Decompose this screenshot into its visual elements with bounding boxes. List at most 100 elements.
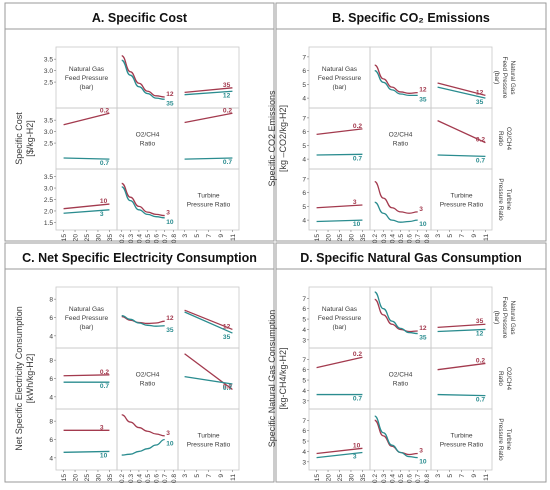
series-line	[437, 154, 486, 158]
series-line	[63, 209, 110, 214]
y-tick-label: 7	[302, 296, 306, 303]
series-line	[184, 309, 233, 331]
factor-label-line: O2/CH4	[136, 131, 160, 138]
y-tick-label: 2.5	[44, 197, 53, 204]
series-line	[437, 362, 486, 371]
x-tick-label: 0.6	[407, 474, 414, 483]
series-label: 10	[353, 221, 361, 228]
right-factor-label-line: Feed Pressure	[501, 297, 508, 339]
factor-label-line: (bar)	[80, 324, 94, 331]
series-label: 3	[419, 448, 423, 455]
right-factor-label: O2/CH4Ratio	[497, 367, 512, 391]
panel-title: C. Net Specific Electricity Consumption	[22, 251, 257, 265]
y-axis-label: Net Specific Electricity Consumption[kWh…	[14, 306, 35, 451]
x-tick-label: 9	[218, 474, 225, 478]
right-factor-label-line: O2/CH4	[505, 367, 512, 391]
series-line	[374, 69, 418, 97]
factor-label-line: Natural Gas	[69, 66, 105, 73]
series-line	[121, 438, 165, 456]
y-tick-label: 6	[49, 315, 53, 322]
x-tick-label: 7	[459, 474, 466, 478]
x-tick-label: 20	[326, 474, 333, 482]
x-tick-label: 9	[471, 234, 478, 238]
x-tick-label: 0.4	[389, 234, 396, 243]
series-label: 10	[166, 441, 174, 448]
factor-label-line: Natural Gas	[322, 66, 358, 73]
y-tick-label: 8	[49, 358, 53, 365]
series-label: 35	[476, 99, 484, 106]
x-tick-label: 30	[95, 234, 102, 242]
x-tick-label: 3	[182, 234, 189, 238]
series-line	[184, 311, 233, 334]
x-tick-label: 0.2	[119, 234, 126, 243]
factor-label-line: (bar)	[333, 84, 347, 91]
y-tick-label: 7	[302, 418, 306, 425]
series-label: 0.2	[223, 384, 232, 391]
y-tick-label: 6	[302, 367, 306, 374]
factor-label-line: Pressure Ratio	[440, 441, 484, 448]
series-line	[121, 315, 165, 325]
panel-title: B. Specific CO₂ Emissions	[332, 11, 490, 25]
series-label: 0.2	[353, 351, 362, 358]
factor-label-line: Pressure Ratio	[187, 441, 231, 448]
y-tick-label: 3.5	[44, 118, 53, 125]
y-tick-label: 4	[49, 455, 53, 462]
right-factor-label: Natural GasFeed Pressure(bar)	[493, 297, 516, 339]
panel-title: D. Specific Natural Gas Consumption	[300, 251, 522, 265]
x-tick-label: 7	[459, 234, 466, 238]
y-tick-label: 6	[49, 376, 53, 383]
series-line	[374, 291, 418, 335]
series-label: 35	[223, 82, 231, 89]
series-line	[316, 204, 363, 209]
series-line	[316, 356, 363, 369]
y-tick-label: 2.0	[44, 208, 53, 215]
x-tick-label: 15	[314, 474, 321, 482]
y-axis-label-line: Specific CO2 Emissions	[267, 90, 277, 187]
x-tick-label: 35	[107, 474, 114, 482]
panel-frame	[275, 242, 547, 483]
series-line	[437, 82, 486, 97]
factor-label-line: Natural Gas	[322, 306, 358, 313]
series-label: 10	[353, 442, 361, 449]
x-tick-label: 0.6	[154, 234, 161, 243]
series-label: 0.2	[100, 107, 109, 114]
y-tick-label: 5	[302, 204, 306, 211]
right-factor-label-line: (bar)	[493, 311, 500, 325]
right-factor-label-line: Natural Gas	[509, 300, 516, 334]
panel-frame	[275, 2, 547, 242]
y-tick-label: 3.0	[44, 129, 53, 136]
y-tick-label: 4	[302, 157, 306, 164]
x-tick-label: 5	[194, 234, 201, 238]
y-tick-label: 1.5	[44, 220, 53, 227]
factor-label-line: Feed Pressure	[65, 75, 109, 82]
series-label: 0.2	[476, 357, 485, 364]
x-tick-label: 0.8	[424, 234, 431, 243]
factor-label-line: Ratio	[393, 380, 409, 387]
series-label: 0.7	[353, 396, 362, 403]
x-tick-label: 0.3	[381, 474, 388, 483]
factor-label-line: Turbine	[197, 192, 219, 199]
series-line	[121, 182, 165, 217]
series-label: 3	[166, 430, 170, 437]
right-factor-label: O2/CH4Ratio	[497, 127, 512, 151]
y-tick-label: 3	[302, 459, 306, 466]
y-axis-label: Specific Cost[$/kg-H2]	[14, 112, 35, 165]
y-tick-label: 4	[302, 327, 306, 334]
series-label: 12	[223, 92, 231, 99]
series-line	[437, 86, 486, 99]
x-tick-label: 3	[435, 234, 442, 238]
y-axis-label: Specific CO2 Emissions[kg –CO2/kg-H2]	[267, 90, 288, 187]
series-line	[316, 447, 363, 455]
y-axis-label-line: [kg –CO2/kg-H2]	[278, 105, 288, 172]
y-tick-label: 3	[302, 337, 306, 344]
series-line	[121, 186, 165, 219]
factor-label-line: Pressure Ratio	[440, 201, 484, 208]
y-axis-label-line: [$/kg-H2]	[25, 120, 35, 157]
series-label: 12	[166, 315, 174, 322]
x-tick-label: 11	[483, 474, 490, 481]
series-line	[63, 112, 110, 126]
factor-label-line: O2/CH4	[136, 371, 160, 378]
series-line	[184, 376, 233, 385]
right-factor-label-line: O2/CH4	[505, 127, 512, 151]
